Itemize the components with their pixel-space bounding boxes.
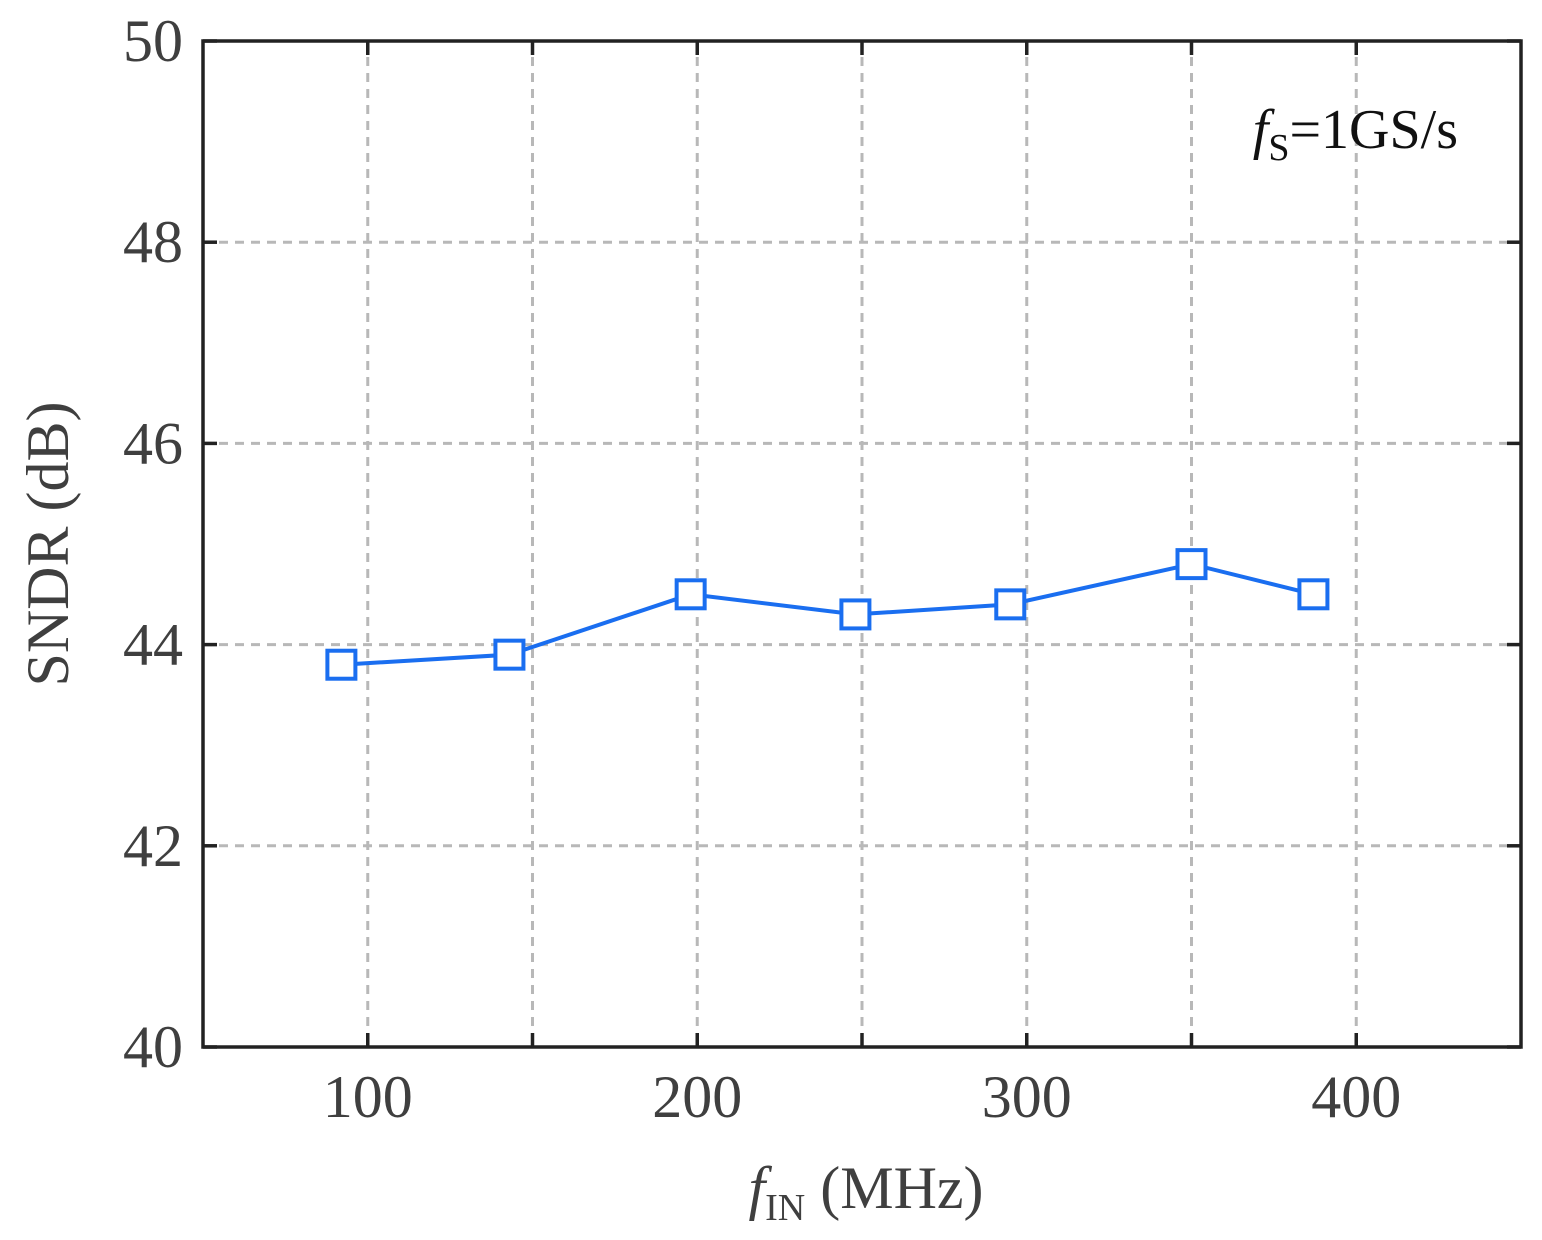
x-tick-label: 400 (1311, 1064, 1401, 1130)
series-line (341, 562, 1314, 667)
annotation-value: =1GS/s (1289, 99, 1458, 161)
y-axis-label: SNDR (dB) (15, 401, 81, 686)
data-point-marker (839, 598, 872, 631)
y-tick-label: 40 (123, 1014, 183, 1080)
grid-lines (203, 41, 1521, 1047)
data-point-marker (325, 648, 358, 681)
y-tick-label: 44 (123, 612, 183, 678)
x-axis-label-subscript: IN (765, 1187, 805, 1229)
y-tick-label: 50 (123, 8, 183, 74)
x-tick-label: 200 (652, 1064, 742, 1130)
axis-ticks (203, 39, 1521, 1049)
x-tick-label: 100 (323, 1064, 413, 1130)
series-layer (325, 548, 1330, 681)
annotation-subscript: S (1268, 127, 1289, 169)
sampling-rate-annotation: fS=1GS/s (1253, 99, 1458, 169)
plot-frame (201, 39, 1523, 1049)
x-axis-label: fIN (MHz) (748, 1155, 983, 1229)
data-point-marker (1297, 578, 1330, 611)
data-point-marker (1175, 548, 1208, 581)
data-point-marker (493, 638, 526, 671)
data-point-marker (674, 578, 707, 611)
x-axis-label-unit: (MHz) (805, 1155, 983, 1221)
y-tick-label: 42 (123, 813, 183, 879)
x-tick-label: 300 (982, 1064, 1072, 1130)
y-tick-labels: 40 42 44 46 48 50 (123, 8, 183, 1080)
x-tick-labels: 100 200 300 400 (323, 1064, 1402, 1130)
y-tick-label: 46 (123, 410, 183, 476)
y-tick-label: 48 (123, 209, 183, 275)
data-point-marker (994, 588, 1027, 621)
